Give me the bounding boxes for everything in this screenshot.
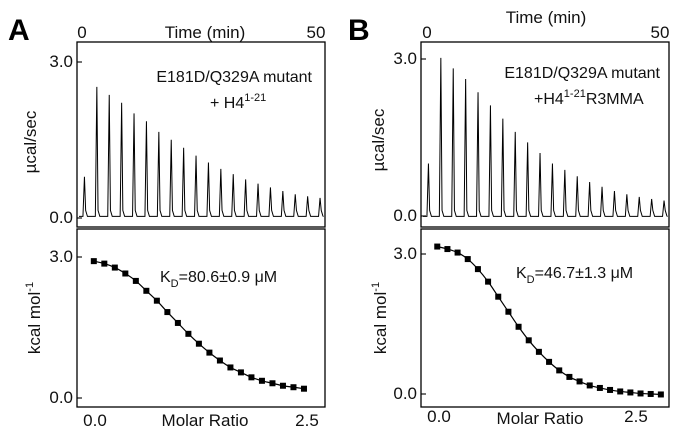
panel-b-data-point xyxy=(627,389,634,396)
panel-b-molar-ratio-label: Molar Ratio xyxy=(497,409,584,428)
panel-b-raw-ytick-3: 3.0 xyxy=(393,49,417,68)
panel-b-data-point xyxy=(485,278,492,285)
panel-a-data-point xyxy=(143,287,150,294)
panel-a-data-point xyxy=(174,319,181,326)
panel-a-data-point xyxy=(237,369,244,376)
panel-b-data-point xyxy=(444,246,451,253)
panel-b-data-point xyxy=(556,367,563,374)
panel-b-data-point xyxy=(434,243,441,250)
panel-a-binding-ytick-0: 0.0 xyxy=(49,388,73,407)
panel-a-data-point xyxy=(122,270,129,277)
panel-b-data-point xyxy=(546,358,553,365)
panel-b-molar-tick-2-5: 2.5 xyxy=(624,407,648,426)
panel-a-data-point xyxy=(258,377,265,384)
panel-a-time-tick-0: 0 xyxy=(77,23,86,42)
panel-a-binding-ylabel: kcal mol-1 xyxy=(24,282,44,354)
panel-b-data-point xyxy=(617,388,624,395)
panel-b-data-point xyxy=(596,384,603,391)
panel-b-data-point xyxy=(657,391,664,398)
panel-b: B 0 50 Time (min) 3.0 0.0 µcal/sec E181D… xyxy=(348,8,670,428)
panel-a-data-point xyxy=(101,260,108,267)
panel-b-data-point xyxy=(474,266,481,273)
panel-b-data-point xyxy=(607,386,614,393)
panel-b-binding-ytick-0: 0.0 xyxy=(393,384,417,403)
panel-a-data-point xyxy=(153,297,160,304)
panel-a-time-axis-label: Time (min) xyxy=(165,23,246,42)
panel-b-binding-ytick-3: 3.0 xyxy=(393,244,417,263)
panel-b-raw-ylabel: µcal/sec xyxy=(369,108,388,171)
panel-b-binding-frame xyxy=(420,228,670,408)
panel-a-raw-trace xyxy=(79,86,324,217)
panel-a-data-point xyxy=(132,277,139,284)
panel-a-raw-ylabel: µcal/sec xyxy=(21,110,40,173)
panel-a-letter: A xyxy=(8,14,30,47)
panel-a-data-point xyxy=(164,309,171,316)
panel-a-raw-frame xyxy=(76,41,326,228)
panel-a-kd-label: KD=80.6±0.9 μM xyxy=(160,269,277,290)
panel-b-data-point xyxy=(515,323,522,330)
panel-a-binding-ytick-3: 3.0 xyxy=(49,247,73,266)
panel-a-data-points xyxy=(90,258,307,392)
panel-b-data-point xyxy=(535,348,542,355)
panel-b-molar-tick-0: 0.0 xyxy=(427,407,451,426)
panel-a-data-point xyxy=(185,330,192,337)
panel-b-data-point xyxy=(464,256,471,263)
panel-b-kd-label: KD=46.7±1.3 μM xyxy=(516,265,633,286)
panel-b-data-point xyxy=(566,373,573,380)
panel-a-data-point xyxy=(269,380,276,387)
panel-b-annotation-line1: E181D/Q329A mutant xyxy=(504,65,660,82)
panel-b-time-axis-label: Time (min) xyxy=(506,8,587,27)
panel-a-molar-tick-2-5: 2.5 xyxy=(295,411,319,430)
panel-b-raw-ytick-0: 0.0 xyxy=(393,206,417,225)
panel-b-data-points xyxy=(434,243,664,398)
panel-b-data-point xyxy=(495,293,502,300)
panel-a-data-point xyxy=(279,382,286,389)
panel-b-raw-frame xyxy=(420,41,670,228)
panel-b-data-point xyxy=(586,382,593,389)
panel-a: A 0 50 Time (min) 3.0 0.0 µcal/sec E181D… xyxy=(8,14,326,430)
panel-b-raw-trace xyxy=(423,57,668,217)
panel-a-time-tick-50: 50 xyxy=(307,23,326,42)
panel-b-time-tick-50: 50 xyxy=(651,23,670,42)
panel-b-binding-ylabel: kcal mol-1 xyxy=(370,282,390,354)
panel-b-data-point xyxy=(525,337,532,344)
panel-b-data-point xyxy=(454,249,461,256)
panel-a-molar-ratio-label: Molar Ratio xyxy=(162,411,249,430)
panel-a-data-point xyxy=(90,258,97,265)
panel-b-time-tick-0: 0 xyxy=(422,23,431,42)
panel-a-data-point xyxy=(216,357,223,364)
panel-b-data-point xyxy=(637,390,644,397)
panel-a-data-point xyxy=(248,374,255,381)
panel-a-data-point xyxy=(290,384,297,391)
panel-a-annotation-line2: + H41-21 xyxy=(210,92,266,112)
panel-a-annotation-line1: E181D/Q329A mutant xyxy=(156,69,312,86)
panel-b-annotation-line2: +H41-21R3MMA xyxy=(534,88,644,108)
panel-a-binding-frame xyxy=(76,228,326,408)
panel-a-molar-tick-0: 0.0 xyxy=(83,411,107,430)
panel-a-data-point xyxy=(227,364,234,371)
panel-a-raw-ytick-3: 3.0 xyxy=(49,52,73,71)
panel-b-data-point xyxy=(576,378,583,385)
panel-a-data-point xyxy=(206,349,213,356)
panel-a-data-point xyxy=(195,340,202,347)
panel-b-data-point xyxy=(647,390,654,397)
panel-a-data-point xyxy=(111,264,118,271)
panel-a-raw-ytick-0: 0.0 xyxy=(49,208,73,227)
panel-a-data-point xyxy=(300,385,307,392)
panel-b-data-point xyxy=(505,308,512,315)
panel-b-letter: B xyxy=(348,14,370,47)
